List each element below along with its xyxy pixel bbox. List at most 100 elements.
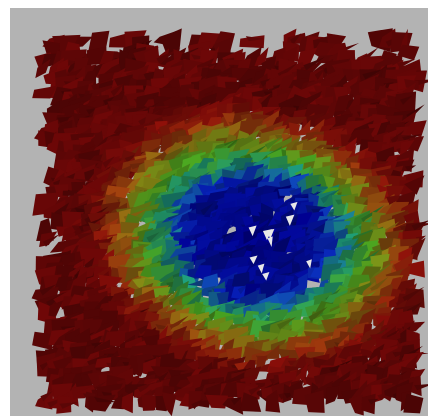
mesh-shard bbox=[400, 95, 413, 105]
mesh-facet bbox=[161, 392, 177, 416]
mesh-gap bbox=[257, 263, 265, 274]
mesh-facet bbox=[103, 63, 122, 75]
mesh-facet bbox=[241, 366, 262, 380]
mesh-shard bbox=[146, 232, 160, 243]
mesh-facet bbox=[254, 47, 269, 67]
mesh-facet bbox=[261, 55, 277, 73]
mesh-shard bbox=[308, 306, 328, 322]
mesh-shard bbox=[390, 130, 405, 145]
mesh-shard bbox=[248, 385, 262, 396]
render-viewport[interactable] bbox=[10, 8, 428, 416]
mesh-facet bbox=[121, 392, 134, 414]
mesh-gap bbox=[262, 271, 270, 281]
mesh-shard bbox=[191, 399, 203, 410]
mesh-gap bbox=[285, 214, 295, 226]
mesh-shard bbox=[103, 97, 115, 106]
mesh-facet bbox=[407, 260, 425, 278]
mesh-shard bbox=[362, 68, 384, 80]
mesh-facet bbox=[256, 344, 280, 359]
mesh-facet bbox=[205, 394, 228, 409]
mesh-facet bbox=[265, 389, 281, 413]
mesh-facet bbox=[169, 231, 191, 245]
mesh-facet bbox=[51, 202, 70, 216]
mesh-facet bbox=[404, 354, 419, 372]
mesh-shard bbox=[224, 138, 240, 150]
mesh-facet bbox=[293, 119, 311, 137]
mesh-shard bbox=[42, 234, 60, 247]
mesh-facet bbox=[300, 362, 308, 385]
mesh-shard bbox=[289, 187, 300, 196]
mesh-gap bbox=[249, 255, 258, 265]
mesh-shard bbox=[277, 316, 297, 330]
mesh-gap bbox=[306, 259, 312, 269]
mesh-facet bbox=[321, 316, 348, 338]
mesh-shard bbox=[370, 276, 389, 294]
mesh-shard bbox=[245, 36, 265, 42]
mesh-facet bbox=[361, 393, 376, 415]
mesh-gap bbox=[262, 228, 273, 241]
mesh-facet bbox=[160, 28, 182, 57]
mesh-shard bbox=[368, 398, 379, 405]
mesh-facet bbox=[32, 331, 54, 350]
mesh-facet bbox=[406, 136, 424, 152]
mesh-shard bbox=[102, 156, 115, 168]
mesh-facet bbox=[88, 30, 110, 52]
mesh-facet bbox=[39, 231, 58, 247]
mesh-shard bbox=[59, 402, 78, 409]
mesh-shard bbox=[208, 306, 221, 321]
mesh-shard bbox=[290, 33, 302, 45]
mesh-shard bbox=[402, 286, 425, 303]
mesh-facet bbox=[322, 128, 344, 147]
mesh-gap bbox=[248, 225, 257, 237]
mesh-shard bbox=[158, 371, 169, 384]
mesh-facet bbox=[32, 85, 58, 99]
mesh-facet bbox=[325, 385, 343, 405]
mesh-facet bbox=[188, 102, 211, 117]
mesh-shard bbox=[86, 108, 97, 115]
mesh-shard bbox=[94, 397, 119, 403]
mesh-facet bbox=[404, 175, 425, 195]
mesh-shard bbox=[237, 284, 248, 295]
mesh-gap bbox=[290, 201, 298, 211]
mesh-shard bbox=[260, 78, 271, 87]
mesh-facet bbox=[403, 393, 424, 414]
mesh-shard bbox=[110, 82, 125, 97]
mesh-facets bbox=[31, 28, 428, 416]
mesh-shard bbox=[159, 292, 174, 305]
mesh-facet bbox=[168, 325, 188, 344]
mesh-shard bbox=[303, 57, 325, 71]
mesh-facet bbox=[240, 392, 262, 412]
mesh-facet bbox=[35, 58, 51, 79]
mesh-facet bbox=[88, 394, 116, 412]
mesh-facet bbox=[159, 289, 178, 311]
mesh-shard bbox=[257, 92, 272, 105]
mesh-shard bbox=[39, 284, 57, 296]
mesh-shard bbox=[396, 59, 416, 68]
mesh-facet bbox=[278, 187, 296, 196]
mesh-shard bbox=[40, 391, 53, 402]
mesh-shard bbox=[264, 137, 282, 150]
mesh-shard bbox=[411, 220, 428, 231]
mesh-facet bbox=[406, 120, 427, 138]
mesh-shard bbox=[200, 203, 214, 216]
mesh-shard bbox=[231, 397, 242, 405]
mesh-facet bbox=[300, 61, 324, 74]
mesh-facet bbox=[222, 397, 244, 415]
mesh-shard bbox=[76, 232, 95, 240]
mesh-gap bbox=[267, 236, 273, 247]
mesh-facet bbox=[397, 44, 420, 61]
mesh-shard bbox=[257, 302, 280, 321]
mesh-shard bbox=[414, 384, 428, 391]
mesh-shard bbox=[405, 165, 417, 172]
mesh-shard bbox=[314, 67, 326, 80]
mesh-facet bbox=[404, 79, 419, 90]
mesh-shard bbox=[74, 207, 92, 213]
mesh-facet bbox=[48, 300, 64, 317]
surface-render bbox=[31, 28, 428, 416]
mesh-facet bbox=[49, 238, 81, 253]
mesh-facet bbox=[348, 394, 364, 416]
mesh-facet bbox=[376, 306, 393, 315]
mesh-facet bbox=[304, 390, 325, 413]
mesh-facet bbox=[111, 393, 124, 410]
